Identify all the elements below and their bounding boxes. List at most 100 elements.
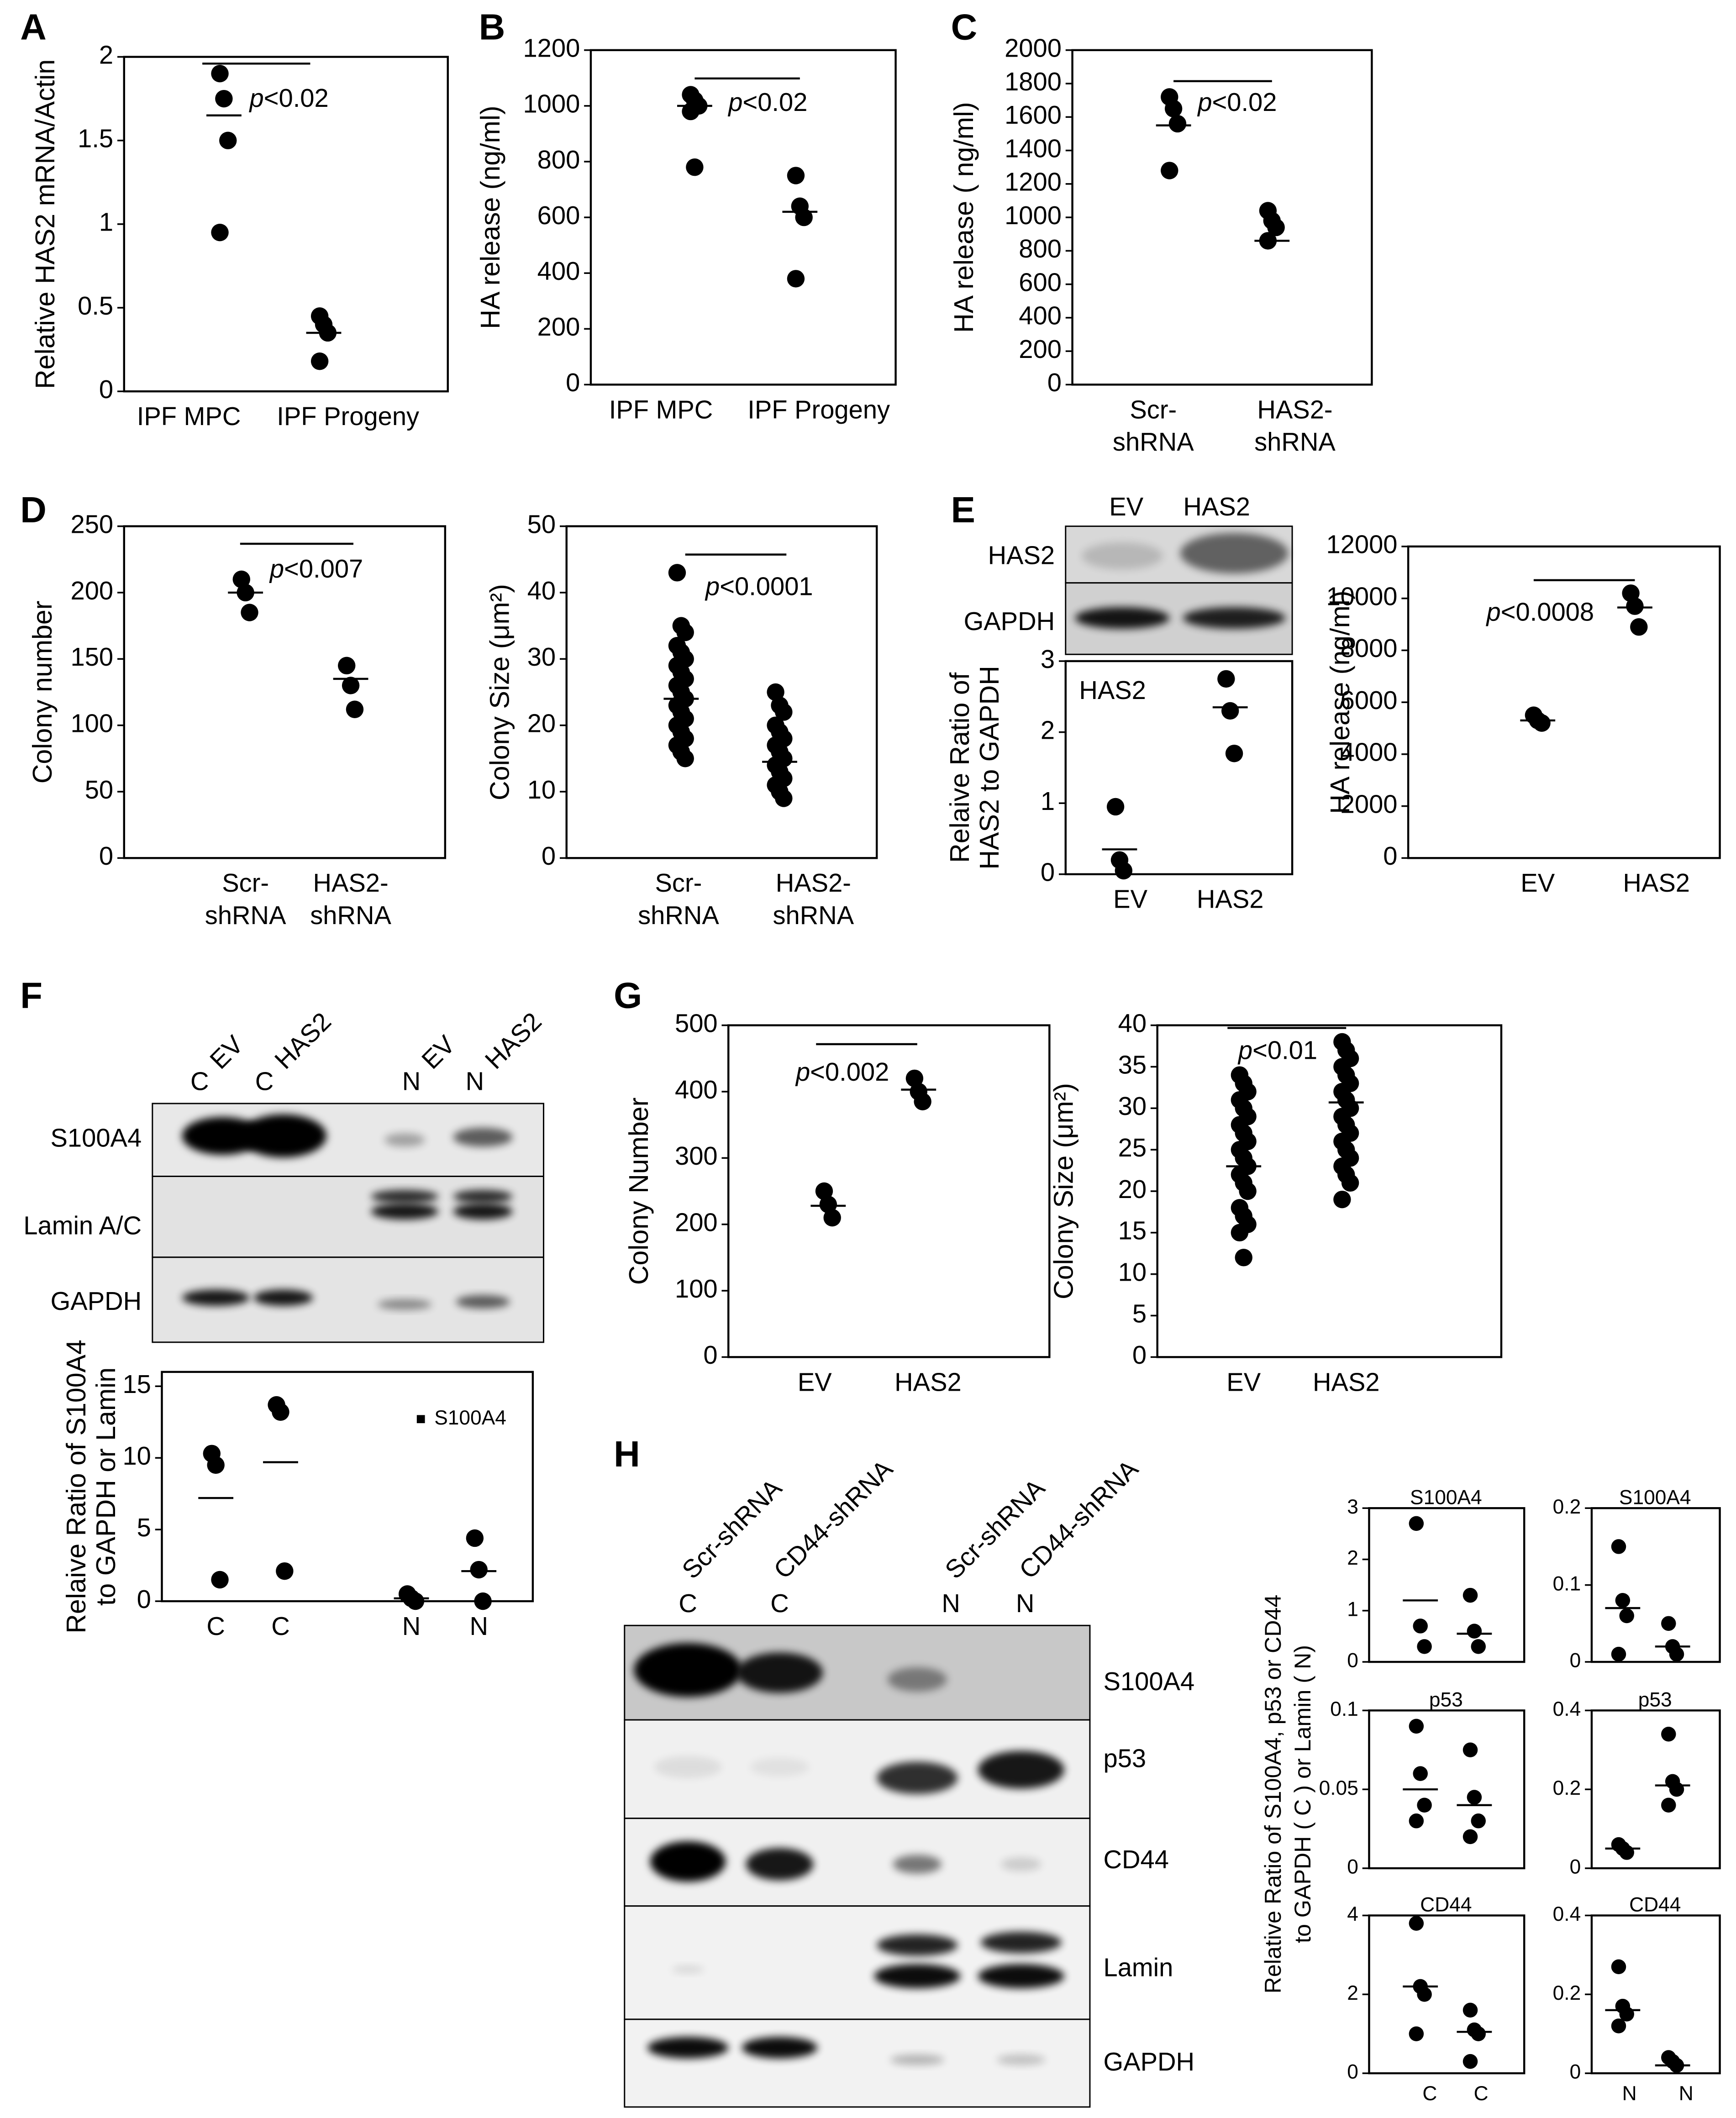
y-axis-label: HA release (ng/ml) bbox=[1325, 591, 1355, 814]
y-tick-label: 10 bbox=[1118, 1258, 1147, 1287]
data-point bbox=[1462, 2054, 1478, 2069]
y-tick-label: 800 bbox=[537, 145, 580, 174]
y-tick-label: 1400 bbox=[1005, 134, 1062, 163]
p-value: p<0.002 bbox=[795, 1057, 889, 1086]
y-axis-label: Colony Size (μm²) bbox=[1048, 1083, 1078, 1299]
data-point bbox=[232, 570, 250, 589]
chart-title: CD44 bbox=[1629, 1893, 1681, 1916]
x-tick-label: N bbox=[469, 1612, 488, 1640]
y-tick-label: 1600 bbox=[1005, 100, 1062, 129]
x-tick-label: HAS2- bbox=[776, 868, 851, 897]
row-label: S100A4 bbox=[51, 1124, 142, 1152]
data-point bbox=[775, 789, 793, 807]
data-point bbox=[1462, 2002, 1478, 2018]
y-tick-label: 1200 bbox=[523, 34, 580, 63]
p-rest: <0.0001 bbox=[720, 572, 813, 600]
lane-label: CD44-shRNA bbox=[768, 1454, 898, 1584]
x-tick-label: IPF MPC bbox=[609, 395, 713, 424]
blot-band bbox=[893, 1855, 942, 1874]
y-tick-label: 0 bbox=[137, 1585, 151, 1613]
x-tick-label: C bbox=[1422, 2082, 1437, 2105]
data-point bbox=[775, 703, 793, 721]
blot-band bbox=[890, 2054, 944, 2065]
y-axis-label: to GAPDH ( C ) or Lamin ( N) bbox=[1290, 1645, 1315, 1943]
x-tick-label: EV bbox=[1226, 1367, 1261, 1396]
y-tick-label: 0 bbox=[566, 368, 580, 397]
y-tick-label: 1 bbox=[1347, 1598, 1358, 1620]
row-label: HAS2 bbox=[988, 541, 1055, 569]
p-rest: <0.02 bbox=[742, 88, 807, 116]
y-tick-label: 2 bbox=[1041, 715, 1055, 744]
data-point bbox=[668, 564, 686, 582]
data-point bbox=[1409, 2026, 1424, 2041]
p-rest: <0.01 bbox=[1252, 1036, 1317, 1065]
data-point bbox=[905, 1069, 924, 1088]
row-label: GAPDH bbox=[964, 607, 1055, 636]
y-tick-label: 400 bbox=[1019, 301, 1062, 330]
data-point bbox=[676, 623, 694, 641]
y-tick-label: 100 bbox=[675, 1274, 718, 1303]
x-tick-label: HAS2 bbox=[1197, 885, 1264, 914]
y-tick-label: 1.5 bbox=[78, 124, 113, 153]
data-point bbox=[1225, 745, 1243, 762]
blot-band bbox=[453, 1203, 513, 1220]
lane-label: EV bbox=[204, 1030, 249, 1074]
data-point bbox=[1161, 162, 1178, 179]
y-tick-label: 0.1 bbox=[1330, 1698, 1358, 1720]
lane-fraction: C bbox=[679, 1589, 697, 1618]
chart-title: HAS2 bbox=[1079, 676, 1146, 704]
data-point bbox=[1611, 2018, 1626, 2034]
lane-fraction: N bbox=[402, 1067, 421, 1096]
data-point bbox=[1619, 1608, 1634, 1624]
data-point bbox=[241, 604, 258, 621]
y-tick-label: 30 bbox=[527, 642, 556, 671]
plot-frame bbox=[1590, 1914, 1721, 2075]
plot-frame bbox=[161, 1371, 534, 1603]
data-point bbox=[1462, 1829, 1478, 1845]
row-label: p53 bbox=[1104, 1744, 1147, 1772]
p-value: p<0.02 bbox=[727, 88, 807, 116]
p-symbol: p bbox=[1197, 88, 1212, 116]
data-point bbox=[1409, 1719, 1424, 1734]
blot-band bbox=[654, 1756, 722, 1778]
lane-label: EV bbox=[1109, 492, 1143, 521]
x-tick-label: shRNA bbox=[638, 901, 719, 930]
y-tick-label: 10 bbox=[527, 775, 556, 804]
row-label: CD44 bbox=[1104, 1845, 1169, 1874]
y-tick-label: 3 bbox=[1347, 1496, 1358, 1518]
y-tick-label: 0 bbox=[1383, 841, 1397, 870]
y-tick-label: 0.1 bbox=[1553, 1572, 1581, 1595]
y-tick-label: 800 bbox=[1019, 234, 1062, 263]
blot-band bbox=[634, 1643, 742, 1697]
blot-band bbox=[980, 1931, 1062, 1954]
p-value: p<0.02 bbox=[249, 84, 329, 112]
data-point bbox=[1661, 1726, 1676, 1742]
data-point bbox=[1626, 597, 1644, 615]
x-tick-label: shRNA bbox=[310, 901, 391, 930]
y-tick-label: 0 bbox=[1047, 368, 1062, 397]
blot-band bbox=[647, 2037, 729, 2059]
data-point bbox=[1630, 618, 1648, 636]
data-point bbox=[1611, 1646, 1626, 1662]
y-tick-label: 35 bbox=[1118, 1050, 1147, 1079]
lane-fraction: C bbox=[770, 1589, 789, 1618]
data-point bbox=[211, 1571, 229, 1589]
p-value: p<0.01 bbox=[1237, 1036, 1317, 1065]
x-tick-label: HAS2- bbox=[1257, 395, 1332, 424]
data-point bbox=[1471, 1639, 1486, 1654]
x-tick-label: HAS2 bbox=[894, 1367, 962, 1396]
y-tick-label: 200 bbox=[675, 1208, 718, 1237]
data-point bbox=[1409, 1916, 1424, 1931]
blot-band bbox=[997, 2054, 1046, 2065]
plot-frame bbox=[565, 525, 878, 859]
plot-frame bbox=[727, 1024, 1051, 1358]
y-tick-label: 0 bbox=[99, 375, 113, 404]
data-point bbox=[219, 131, 237, 149]
y-axis-label: Relative Ratio of S100A4, p53 or CD44 bbox=[1260, 1595, 1286, 1994]
chart-title: S100A4 bbox=[1619, 1486, 1691, 1508]
y-tick-label: 200 bbox=[71, 576, 114, 605]
data-point bbox=[1168, 115, 1187, 133]
plot-frame bbox=[1590, 1507, 1721, 1663]
data-point bbox=[474, 1592, 492, 1610]
x-tick-label: N bbox=[402, 1612, 421, 1640]
